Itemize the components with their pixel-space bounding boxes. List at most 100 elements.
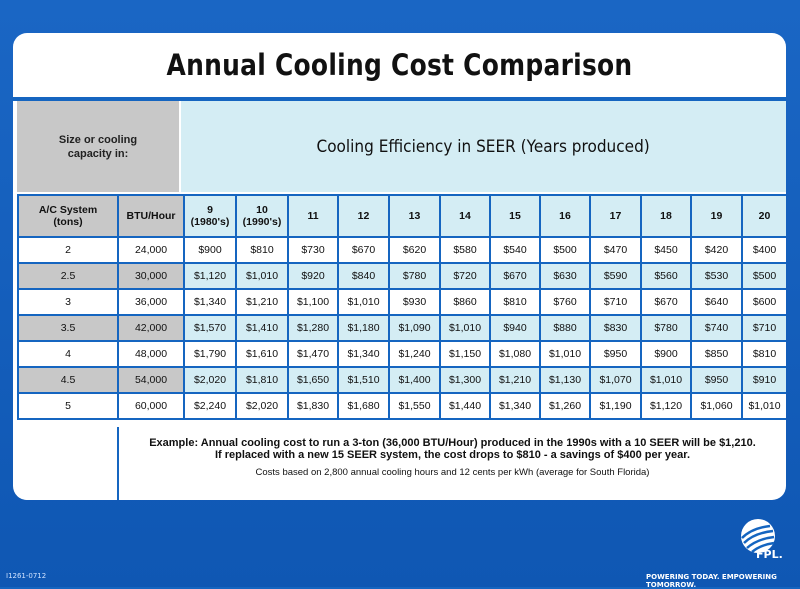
cost-cell: $1,680	[337, 392, 390, 420]
seer-value: 20	[758, 210, 771, 222]
cost-cell: $2,020	[235, 392, 289, 420]
cost-cell: $2,020	[183, 366, 237, 394]
size-header-label: Size or cooling capacity in:	[58, 133, 138, 160]
ac-system-header: A/C System (tons)	[17, 194, 119, 238]
table-header-row: A/C System (tons) BTU/Hour 9 (1980's) 10 (1…	[17, 194, 786, 238]
seer-value: 17	[609, 210, 622, 222]
tons-cell: 3	[17, 288, 119, 316]
cost-cell: $950	[690, 366, 743, 394]
tons-cell: 2	[17, 236, 119, 264]
cost-cell: $1,150	[439, 340, 491, 368]
cost-cell: $1,090	[388, 314, 441, 342]
page-title: Annual Cooling Cost Comparison	[166, 48, 633, 82]
cost-cell: $900	[183, 236, 237, 264]
table-row: 2 24,000 $900 $810 $730 $670 $620 $580 $540 $500 $…	[17, 236, 786, 264]
cost-cell: $640	[690, 288, 743, 316]
cost-cell: $940	[489, 314, 541, 342]
cost-cell: $710	[741, 314, 786, 342]
seer-value: 12	[357, 210, 370, 222]
cost-cell: $590	[589, 262, 642, 290]
seer-value: 9	[207, 204, 213, 216]
cost-cell: $450	[640, 236, 692, 264]
fpl-logo-icon	[741, 519, 775, 553]
table-row: 4 48,000 $1,790 $1,610 $1,470 $1,340 $1,240 $1,…	[17, 340, 786, 368]
cost-cell: $1,810	[235, 366, 289, 394]
cost-cell: $1,010	[539, 340, 591, 368]
cost-cell: $760	[539, 288, 591, 316]
cost-cell: $1,300	[439, 366, 491, 394]
cost-cell: $1,340	[489, 392, 541, 420]
cost-cell: $1,080	[489, 340, 541, 368]
fpl-brand: FPL.	[756, 548, 783, 561]
cost-cell: $500	[539, 236, 591, 264]
cost-cell: $1,340	[337, 340, 390, 368]
cost-cell: $1,120	[640, 392, 692, 420]
cost-cell: $1,240	[388, 340, 441, 368]
note-spacer	[17, 427, 119, 500]
table-row: 3.5 42,000 $1,570 $1,410 $1,280 $1,180 $1,090 $…	[17, 314, 786, 342]
cost-cell: $630	[539, 262, 591, 290]
cost-table: A/C System (tons) BTU/Hour 9 (1980's) 10 (1…	[17, 194, 786, 420]
cost-cell: $1,060	[690, 392, 743, 420]
seer-value: 16	[559, 210, 571, 222]
tons-cell: 2.5	[17, 262, 119, 290]
cost-cell: $850	[690, 340, 743, 368]
tons-cell: 4	[17, 340, 119, 368]
cost-cell: $1,010	[439, 314, 491, 342]
cost-cell: $420	[690, 236, 743, 264]
seer-header-label: Cooling Efficiency in SEER (Years produc…	[316, 136, 651, 157]
seer-header-11: 11	[287, 194, 339, 238]
cost-cell: $910	[741, 366, 786, 394]
cost-cell: $780	[388, 262, 441, 290]
seer-header-14: 14	[439, 194, 491, 238]
seer-header-18: 18	[640, 194, 692, 238]
cost-cell: $500	[741, 262, 786, 290]
cost-cell: $2,240	[183, 392, 237, 420]
cost-cell: $1,610	[235, 340, 289, 368]
seer-years: (1980's)	[190, 216, 230, 228]
cost-cell: $930	[388, 288, 441, 316]
cost-cell: $670	[489, 262, 541, 290]
cost-cell: $1,010	[640, 366, 692, 394]
btu-cell: 24,000	[117, 236, 185, 264]
cost-cell: $810	[489, 288, 541, 316]
cost-cell: $1,830	[287, 392, 339, 420]
cost-cell: $1,570	[183, 314, 237, 342]
cost-cell: $1,790	[183, 340, 237, 368]
cost-cell: $720	[439, 262, 491, 290]
seer-header-15: 15	[489, 194, 541, 238]
seer-header-9: 9 (1980's)	[183, 194, 237, 238]
seer-header-16: 16	[539, 194, 591, 238]
table-row: 2.5 30,000 $1,120 $1,010 $920 $840 $780 $720 $67…	[17, 262, 786, 290]
btu-cell: 42,000	[117, 314, 185, 342]
cost-cell: $1,010	[235, 262, 289, 290]
cost-cell: $1,210	[235, 288, 289, 316]
cost-cell: $560	[640, 262, 692, 290]
table-row: 5 60,000 $2,240 $2,020 $1,830 $1,680 $1,550 $1,…	[17, 392, 786, 420]
seer-header-19: 19	[690, 194, 743, 238]
seer-value: 14	[459, 210, 471, 222]
cost-cell: $950	[589, 340, 642, 368]
cost-cell: $1,410	[235, 314, 289, 342]
cost-cell: $540	[489, 236, 541, 264]
note-savings-line: If replaced with a new 15 SEER system, t…	[214, 449, 691, 461]
cost-cell: $810	[235, 236, 289, 264]
seer-header-cell: Cooling Efficiency in SEER (Years produc…	[181, 101, 786, 192]
cost-cell: $830	[589, 314, 642, 342]
header-divider	[13, 97, 786, 101]
seer-header-13: 13	[388, 194, 441, 238]
btu-cell: 60,000	[117, 392, 185, 420]
cost-cell: $1,210	[489, 366, 541, 394]
seer-value: 13	[408, 210, 421, 222]
cost-cell: $1,400	[388, 366, 441, 394]
brand-tagline: POWERING TODAY. EMPOWERING TOMORROW.	[646, 573, 777, 589]
cost-cell: $810	[741, 340, 786, 368]
cost-cell: $600	[741, 288, 786, 316]
document-code: I1261-0712	[6, 572, 47, 580]
note-basis-line: Costs based on 2,800 annual cooling hour…	[255, 467, 650, 478]
seer-header-12: 12	[337, 194, 390, 238]
example-note: Example: Annual cooling cost to run a 3-…	[17, 427, 786, 500]
cost-cell: $670	[337, 236, 390, 264]
cost-cell: $1,470	[287, 340, 339, 368]
cost-cell: $470	[589, 236, 642, 264]
